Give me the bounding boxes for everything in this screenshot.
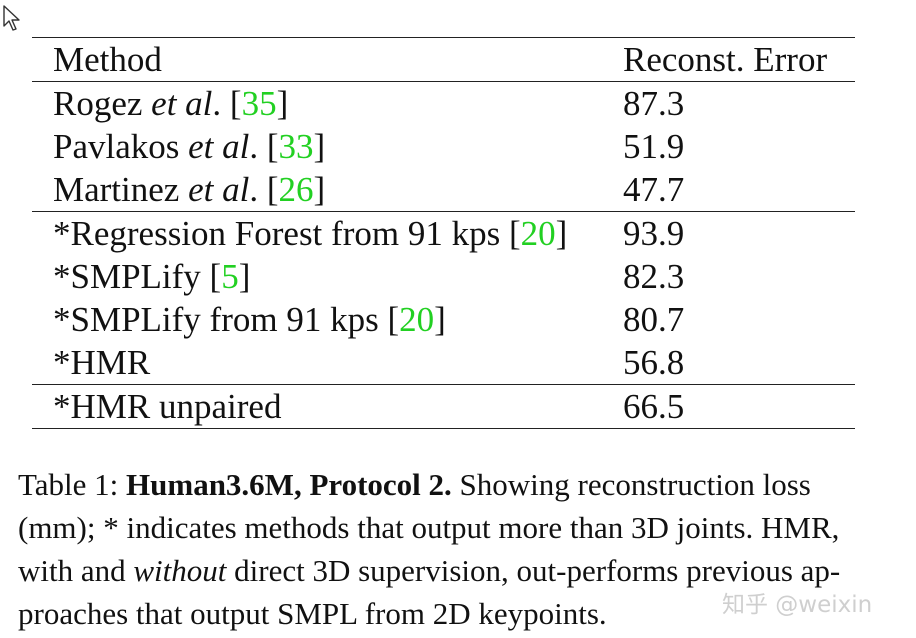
method-cell: *Regression Forest from 91 kps [20] bbox=[53, 214, 568, 253]
zhihu-watermark: 知乎 @weixin bbox=[722, 592, 873, 618]
table-row: *HMR 56.8 bbox=[32, 341, 855, 385]
error-cell: 80.7 bbox=[623, 300, 685, 339]
mouse-pointer-icon bbox=[3, 5, 20, 31]
caption-text-end: direct 3D supervision, out-performs prev… bbox=[18, 553, 841, 631]
group-2d-to-3d: Rogez et al. [35] 87.3 Pavlakos et al. [… bbox=[32, 82, 855, 212]
error-cell: 87.3 bbox=[623, 84, 685, 123]
group-smpl-methods: *Regression Forest from 91 kps [20] 93.9… bbox=[32, 212, 855, 385]
caption-label: Table 1: bbox=[18, 467, 127, 502]
error-cell: 51.9 bbox=[623, 127, 685, 166]
method-cell: *SMPLify from 91 kps [20] bbox=[53, 300, 446, 339]
table-row: *SMPLify from 91 kps [20] 80.7 bbox=[32, 298, 855, 341]
error-cell-best: 56.8 bbox=[623, 343, 685, 382]
citation-link[interactable]: 33 bbox=[278, 127, 314, 166]
caption-emphasis: without bbox=[133, 553, 227, 588]
table-row: *HMR unpaired 66.5 bbox=[32, 385, 855, 429]
results-table: Method Reconst. Error Rogez et al. [35] … bbox=[32, 37, 855, 429]
method-cell: *HMR unpaired bbox=[53, 387, 282, 426]
table-row: *SMPLify [5] 82.3 bbox=[32, 255, 855, 298]
citation-link[interactable]: 35 bbox=[241, 84, 277, 123]
error-cell-best: 47.7 bbox=[623, 170, 685, 209]
column-header-method: Method bbox=[53, 40, 162, 79]
error-cell: 66.5 bbox=[623, 387, 685, 426]
citation-link[interactable]: 26 bbox=[278, 170, 314, 209]
table-row: *Regression Forest from 91 kps [20] 93.9 bbox=[32, 212, 855, 256]
table-row: Pavlakos et al. [33] 51.9 bbox=[32, 125, 855, 168]
table-row: Martinez et al. [26] 47.7 bbox=[32, 168, 855, 212]
error-cell: 93.9 bbox=[623, 214, 685, 253]
method-cell: Martinez et al. [26] bbox=[53, 170, 326, 209]
table-caption: Table 1: Human3.6M, Protocol 2. Showing … bbox=[18, 463, 878, 635]
results-table-container: Method Reconst. Error Rogez et al. [35] … bbox=[32, 37, 855, 429]
citation-link[interactable]: 20 bbox=[520, 214, 556, 253]
method-cell: Pavlakos et al. [33] bbox=[53, 127, 326, 166]
table-header-row: Method Reconst. Error bbox=[32, 37, 855, 82]
column-header-error: Reconst. Error bbox=[623, 40, 828, 79]
caption-title: Human3.6M, Protocol 2. bbox=[126, 467, 452, 502]
method-cell: *SMPLify [5] bbox=[53, 257, 251, 296]
error-cell: 82.3 bbox=[623, 257, 685, 296]
group-unpaired: *HMR unpaired 66.5 bbox=[32, 385, 855, 429]
method-cell: Rogez et al. [35] bbox=[53, 84, 289, 123]
citation-link[interactable]: 5 bbox=[221, 257, 239, 296]
table-row: Rogez et al. [35] 87.3 bbox=[32, 82, 855, 126]
method-cell: *HMR bbox=[53, 343, 151, 382]
caption-text: Showing reconstruction loss (mm); * indi… bbox=[18, 467, 840, 588]
citation-link[interactable]: 20 bbox=[399, 300, 435, 339]
